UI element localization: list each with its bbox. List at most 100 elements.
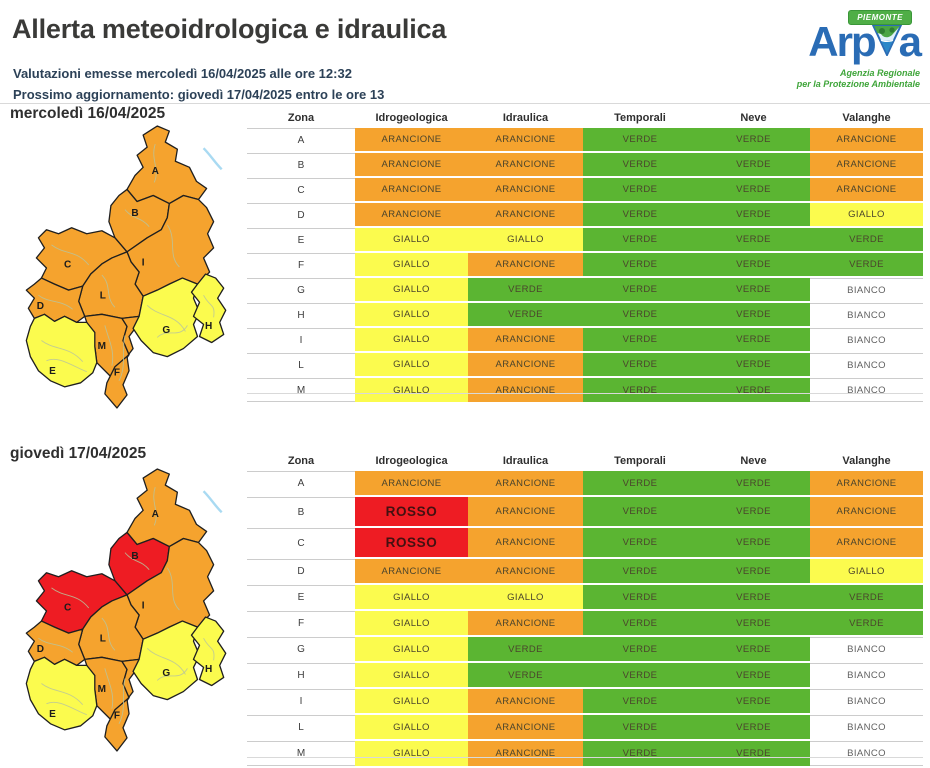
alert-row-zone-H: H GIALLO VERDE VERDE VERDE BIANCO [247, 303, 923, 326]
alert-level-cell-idraulica: ARANCIONE [468, 203, 583, 226]
alert-row-zone-E: E GIALLO GIALLO VERDE VERDE VERDE [247, 585, 923, 609]
table-bottom-border [247, 393, 923, 394]
alert-level-cell-neve: VERDE [697, 528, 810, 557]
alert-level-cell-neve: VERDE [697, 715, 810, 739]
alert-level-cell-idraulica: GIALLO [468, 585, 583, 609]
map-zone-label-A: A [152, 166, 159, 177]
alert-level-cell-temporali: VERDE [583, 471, 697, 495]
alert-row-zone-L: L GIALLO ARANCIONE VERDE VERDE BIANCO [247, 353, 923, 376]
column-header-temporali: Temporali [614, 111, 666, 124]
map-zone-label-D: D [37, 301, 44, 312]
zone-label-cell: E [247, 228, 355, 251]
day-title-wednesday: mercoledì 16/04/2025 [10, 105, 166, 122]
next-update-info: Prossimo aggiornamento: giovedì 17/04/20… [13, 87, 385, 102]
map-zone-label-L: L [100, 291, 106, 302]
alert-level-cell-idraulica: ARANCIONE [468, 689, 583, 713]
map-zone-E [25, 313, 98, 388]
alert-level-cell-idrogeologica: ARANCIONE [355, 559, 468, 583]
alert-level-cell-idrogeologica: GIALLO [355, 353, 468, 376]
map-zone-H [190, 616, 227, 687]
map-zone-label-G: G [162, 668, 170, 679]
map-zone-label-E: E [49, 366, 56, 377]
alert-level-cell-idraulica: GIALLO [468, 228, 583, 251]
column-header-temporali: Temporali [614, 454, 666, 467]
alert-row-zone-D: D ARANCIONE ARANCIONE VERDE VERDE GIALLO [247, 559, 923, 583]
river-line [41, 683, 84, 705]
map-zone-label-G: G [162, 325, 170, 336]
alert-row-zone-E: E GIALLO GIALLO VERDE VERDE VERDE [247, 228, 923, 251]
alert-level-cell-valanghe: VERDE [810, 611, 923, 635]
column-header-valanghe: Valanghe [842, 454, 891, 467]
river-line [101, 274, 116, 308]
map-zone-label-E: E [49, 709, 56, 720]
alert-level-cell-idraulica: ARANCIONE [468, 353, 583, 376]
map-zone-label-C: C [64, 260, 71, 271]
zone-label-cell: G [247, 637, 355, 661]
river-line [153, 486, 157, 526]
table-header-row: Zona Idrogeologica Idraulica Temporali Neve V… [247, 109, 923, 126]
alert-level-cell-valanghe: GIALLO [810, 203, 923, 226]
lake-maggiore-line [202, 147, 223, 171]
map-zone-label-A: A [152, 509, 159, 520]
river-line [203, 294, 215, 318]
arpa-tagline-2: per la Protezione Ambientale [796, 79, 920, 89]
column-header-valanghe: Valanghe [842, 111, 891, 124]
alert-table-thursday: Zona Idrogeologica Idraulica Temporali Neve V… [247, 450, 923, 768]
arpa-wordmark-text-end: a [898, 18, 922, 65]
alert-row-zone-I: I GIALLO ARANCIONE VERDE VERDE BIANCO [247, 689, 923, 713]
river-line [51, 244, 90, 266]
map-zone-label-H: H [205, 664, 212, 675]
alert-level-cell-neve: VERDE [697, 128, 810, 151]
zone-label-cell: H [247, 303, 355, 326]
river-line [46, 358, 87, 373]
alert-level-cell-idrogeologica: GIALLO [355, 278, 468, 301]
alert-row-zone-B: B ARANCIONE ARANCIONE VERDE VERDE ARANCIONE [247, 153, 923, 176]
alert-level-cell-idrogeologica: GIALLO [355, 328, 468, 351]
zone-label-cell: D [247, 559, 355, 583]
alert-level-cell-idraulica: ARANCIONE [468, 178, 583, 201]
alert-level-cell-idraulica: ARANCIONE [468, 153, 583, 176]
piemonte-alert-map-thursday: A B I C L D M E F G H [25, 468, 227, 752]
alert-level-cell-idraulica: ARANCIONE [468, 528, 583, 557]
alert-level-cell-valanghe: ARANCIONE [810, 497, 923, 526]
alert-level-cell-temporali: VERDE [583, 328, 697, 351]
alert-level-cell-idraulica: ARANCIONE [468, 611, 583, 635]
zone-label-cell: H [247, 663, 355, 687]
header-divider [0, 103, 930, 104]
arpa-taglines: Agenzia Regionale per la Protezione Ambi… [797, 68, 920, 90]
alert-level-cell-valanghe: BIANCO [810, 741, 923, 766]
map-zone-label-L: L [100, 634, 106, 645]
alert-level-cell-idrogeologica: ARANCIONE [355, 471, 468, 495]
alert-level-cell-temporali: VERDE [583, 303, 697, 326]
alert-level-cell-neve: VERDE [697, 228, 810, 251]
alert-level-cell-idraulica: VERDE [468, 663, 583, 687]
logo-triangle-icon [871, 24, 902, 56]
alert-row-zone-A: A ARANCIONE ARANCIONE VERDE VERDE ARANCIONE [247, 128, 923, 151]
alert-row-zone-C: C ARANCIONE ARANCIONE VERDE VERDE ARANCIONE [247, 178, 923, 201]
river-line [124, 552, 150, 570]
lake-maggiore-line [202, 490, 223, 514]
alert-row-zone-H: H GIALLO VERDE VERDE VERDE BIANCO [247, 663, 923, 687]
alert-level-cell-idraulica: ARANCIONE [468, 128, 583, 151]
alert-row-zone-F: F GIALLO ARANCIONE VERDE VERDE VERDE [247, 253, 923, 276]
alert-level-cell-valanghe: BIANCO [810, 328, 923, 351]
alert-level-cell-temporali: VERDE [583, 741, 697, 766]
river-line [118, 335, 126, 382]
alert-level-cell-temporali: VERDE [583, 585, 697, 609]
zone-label-cell: E [247, 585, 355, 609]
map-zone-label-F: F [114, 710, 120, 721]
column-header-idraulica: Idraulica [502, 111, 549, 124]
alert-level-cell-temporali: VERDE [583, 689, 697, 713]
alert-level-cell-idraulica: ARANCIONE [468, 471, 583, 495]
alert-level-cell-neve: VERDE [697, 741, 810, 766]
map-zone-G [132, 620, 201, 701]
zone-label-cell: L [247, 353, 355, 376]
alert-row-zone-G: G GIALLO VERDE VERDE VERDE BIANCO [247, 637, 923, 661]
issued-timestamp: Valutazioni emesse mercoledì 16/04/2025 … [13, 66, 352, 81]
alert-level-cell-temporali: VERDE [583, 353, 697, 376]
alert-level-cell-valanghe: BIANCO [810, 378, 923, 402]
alert-level-cell-idrogeologica: GIALLO [355, 611, 468, 635]
alert-level-cell-temporali: VERDE [583, 559, 697, 583]
zone-label-cell: B [247, 153, 355, 176]
column-header-neve: Neve [740, 111, 767, 124]
